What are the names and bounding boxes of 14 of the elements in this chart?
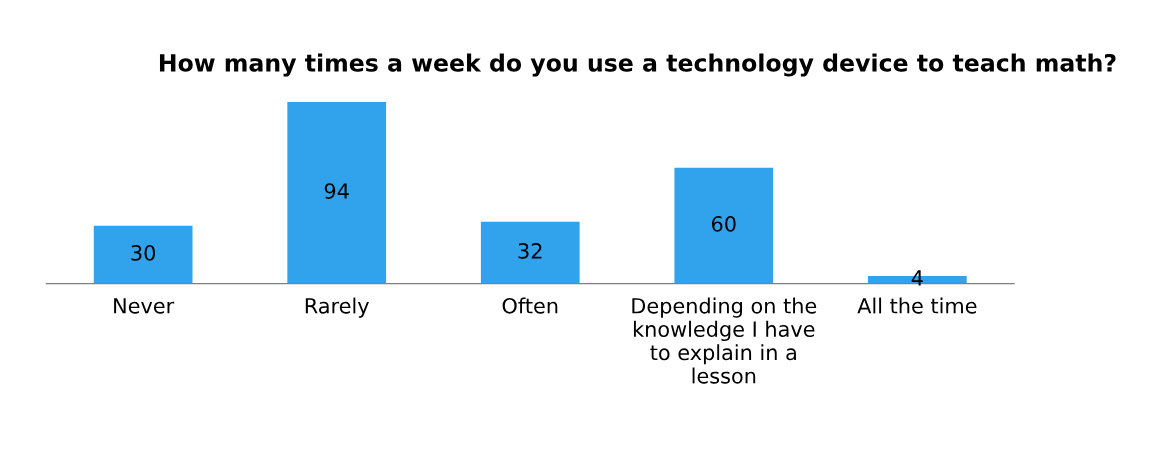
chart-title: How many times a week do you use a technology device to teach math?: [159, 53, 1116, 77]
x-tick-label: Depending on the knowledge I have to explain in a lesson: [632, 297, 817, 384]
x-tick-label: Often: [502, 297, 558, 314]
bar: [674, 167, 774, 284]
data-label: 30: [131, 244, 156, 261]
data-label: 32: [518, 243, 542, 259]
bar: [480, 221, 580, 284]
data-label: 60: [712, 215, 736, 232]
x-tick-label: Never: [114, 298, 175, 314]
bar: [93, 225, 193, 284]
data-label: 94: [324, 183, 349, 199]
x-tick-label: All the time: [857, 297, 977, 314]
bar: [287, 102, 387, 284]
x-tick-label: Rarely: [305, 297, 369, 318]
